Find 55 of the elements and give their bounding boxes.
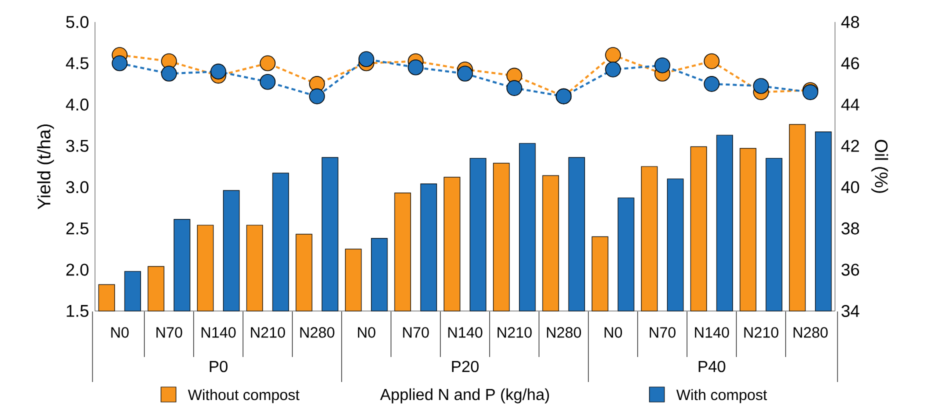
x-tick-label: N140 (202, 327, 236, 338)
y-tick-label: 2.0 (66, 264, 88, 276)
point (408, 60, 424, 76)
point (704, 76, 720, 92)
x-tick-label: N280 (794, 327, 828, 338)
y2-tick-label: 44 (841, 98, 860, 110)
y2-tick-label: 34 (842, 304, 860, 318)
y-tick-label: 3.5 (66, 140, 88, 152)
x-tick-label: N70 (403, 327, 429, 338)
text: P40 (698, 360, 726, 372)
point (161, 66, 177, 82)
y2-tick-label: 40 (841, 181, 860, 194)
point (309, 88, 325, 104)
point (753, 78, 769, 94)
point (112, 55, 128, 72)
text: P20 (452, 360, 479, 372)
legend-label: Without compost (188, 389, 300, 404)
point (654, 57, 670, 74)
point (457, 66, 473, 82)
text: P0 (210, 360, 228, 372)
x-tick-label: N210 (250, 327, 285, 338)
y-tick-label: 2.5 (66, 222, 88, 234)
x-tick-label: N210 (498, 327, 532, 338)
legend-label: With compost (676, 389, 768, 404)
y2-tick-label: 38 (842, 222, 860, 234)
point (260, 74, 276, 90)
point (605, 47, 621, 63)
point (506, 80, 522, 96)
x-tick-label: N0 (604, 327, 622, 338)
point (210, 64, 226, 80)
x-tick-label: N280 (546, 327, 582, 338)
y-tick-label: 1.5 (66, 305, 88, 317)
y-tick-label: 5.0 (66, 16, 88, 28)
y2-tick-label: 46 (841, 57, 860, 70)
y-tick-label: 4.0 (66, 98, 88, 111)
point (358, 51, 374, 68)
x-tick-label: N70 (650, 327, 676, 338)
point (260, 55, 276, 72)
x-tick-label: N210 (744, 327, 778, 338)
x-tick-label: N0 (358, 327, 376, 338)
x-tick-label: N140 (448, 327, 482, 338)
y2-tick-label: 48 (841, 16, 860, 28)
y2-axis-title: Oil (%) (871, 140, 888, 193)
y-tick-label: 4.5 (66, 57, 88, 70)
point (605, 62, 621, 78)
y-tick-label: 3.0 (66, 181, 88, 194)
x-tick-label: N140 (694, 327, 730, 338)
x-axis-title: Applied N and P (kg/ha) (380, 388, 549, 404)
y2-tick-label: 36 (842, 264, 860, 276)
x-tick-label: N0 (111, 327, 129, 338)
y-axis-title: Yield (t/ha) (37, 124, 54, 210)
point (704, 53, 720, 70)
y2-tick-label: 42 (841, 140, 859, 152)
x-tick-label: N280 (300, 327, 334, 338)
x-tick-label: N70 (156, 327, 182, 338)
